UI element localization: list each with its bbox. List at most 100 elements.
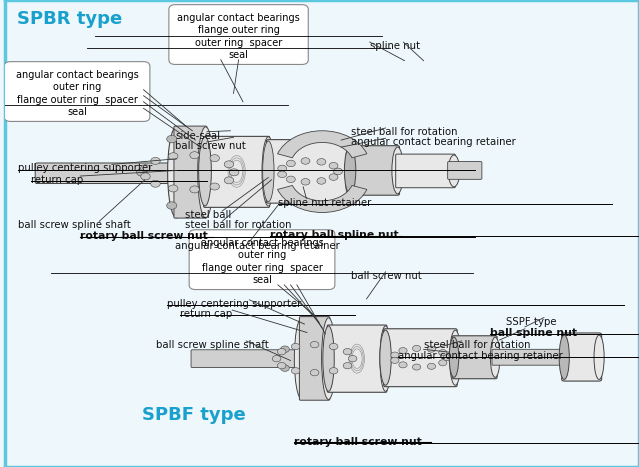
Circle shape	[348, 355, 357, 362]
Circle shape	[281, 365, 289, 371]
Text: ball screw spline shaft: ball screw spline shaft	[156, 340, 269, 350]
Circle shape	[210, 183, 219, 190]
FancyBboxPatch shape	[562, 333, 601, 381]
Text: angular contact bearings: angular contact bearings	[177, 13, 300, 22]
Text: angular contact bearing retainer: angular contact bearing retainer	[351, 137, 516, 147]
FancyBboxPatch shape	[169, 5, 308, 64]
FancyBboxPatch shape	[189, 230, 335, 290]
Text: steel ball for rotation: steel ball for rotation	[185, 220, 291, 230]
FancyBboxPatch shape	[327, 325, 387, 392]
FancyBboxPatch shape	[266, 140, 353, 203]
FancyBboxPatch shape	[492, 349, 602, 365]
Ellipse shape	[392, 147, 403, 194]
Ellipse shape	[323, 326, 334, 391]
Circle shape	[190, 152, 199, 159]
Text: side-seal: side-seal	[175, 131, 220, 141]
FancyBboxPatch shape	[191, 350, 304, 368]
Ellipse shape	[199, 137, 212, 206]
Text: steel ball for rotation: steel ball for rotation	[351, 127, 458, 137]
Circle shape	[278, 171, 287, 177]
Circle shape	[224, 161, 234, 168]
Text: rotary ball screw nut: rotary ball screw nut	[294, 437, 422, 446]
Circle shape	[399, 347, 407, 354]
Circle shape	[224, 177, 234, 184]
Text: seal: seal	[229, 50, 249, 60]
Text: ball screw spline shaft: ball screw spline shaft	[18, 220, 131, 230]
Ellipse shape	[380, 330, 391, 385]
Ellipse shape	[594, 335, 604, 379]
Ellipse shape	[450, 330, 461, 385]
Text: ball screw nut: ball screw nut	[351, 271, 422, 281]
Circle shape	[413, 364, 420, 370]
Text: rotary ball spline nut: rotary ball spline nut	[270, 230, 399, 240]
Text: flange outer ring  spacer: flange outer ring spacer	[17, 95, 137, 105]
Circle shape	[167, 202, 177, 209]
Circle shape	[272, 355, 281, 362]
Circle shape	[334, 344, 343, 351]
Text: seal: seal	[67, 107, 87, 117]
Ellipse shape	[449, 337, 459, 377]
Circle shape	[427, 363, 436, 369]
Text: angular contact bearing retainer: angular contact bearing retainer	[175, 241, 340, 251]
FancyBboxPatch shape	[4, 62, 150, 121]
Wedge shape	[277, 185, 367, 212]
FancyBboxPatch shape	[383, 329, 457, 387]
Circle shape	[399, 362, 407, 368]
Ellipse shape	[344, 147, 356, 194]
Circle shape	[141, 173, 150, 180]
FancyBboxPatch shape	[174, 126, 207, 218]
Text: return cap: return cap	[31, 175, 83, 185]
Circle shape	[277, 362, 286, 369]
Text: spline nut: spline nut	[370, 41, 420, 51]
Ellipse shape	[559, 335, 569, 379]
Wedge shape	[277, 131, 367, 158]
Text: pulley centering supporter: pulley centering supporter	[167, 299, 301, 309]
Circle shape	[317, 159, 326, 165]
Ellipse shape	[380, 326, 391, 391]
Text: ball spline nut: ball spline nut	[490, 328, 577, 338]
FancyBboxPatch shape	[448, 162, 482, 179]
Circle shape	[343, 348, 352, 355]
Ellipse shape	[262, 137, 275, 206]
FancyBboxPatch shape	[396, 154, 455, 188]
Circle shape	[413, 346, 420, 352]
Circle shape	[291, 368, 300, 374]
Circle shape	[329, 368, 338, 374]
Circle shape	[220, 194, 230, 201]
Text: angular contact bearings: angular contact bearings	[15, 70, 139, 79]
Circle shape	[301, 158, 310, 164]
Text: flange outer ring: flange outer ring	[197, 25, 279, 35]
Circle shape	[443, 355, 451, 361]
Circle shape	[427, 346, 436, 352]
Text: return cap: return cap	[180, 309, 232, 319]
Circle shape	[169, 153, 178, 160]
Circle shape	[220, 143, 230, 151]
Circle shape	[391, 352, 399, 358]
Circle shape	[329, 343, 338, 350]
Text: ball screw nut: ball screw nut	[175, 141, 246, 151]
Circle shape	[334, 168, 343, 175]
Circle shape	[439, 360, 447, 366]
Text: flange outer ring  spacer: flange outer ring spacer	[201, 263, 323, 273]
Text: spline nut retainer: spline nut retainer	[278, 198, 371, 207]
Text: steel ball for rotation: steel ball for rotation	[424, 340, 530, 350]
Circle shape	[311, 341, 319, 348]
Text: seal: seal	[252, 276, 272, 285]
Ellipse shape	[490, 337, 500, 377]
Text: angular contact bearing retainer: angular contact bearing retainer	[398, 351, 563, 361]
Circle shape	[229, 169, 239, 176]
Text: steel ball: steel ball	[185, 210, 231, 220]
Circle shape	[281, 346, 289, 353]
Circle shape	[329, 163, 338, 169]
Circle shape	[439, 350, 447, 356]
Text: pulley centering supporter: pulley centering supporter	[18, 163, 152, 173]
Circle shape	[286, 160, 295, 167]
Text: outer ring: outer ring	[53, 82, 101, 92]
Ellipse shape	[167, 127, 185, 218]
Circle shape	[167, 135, 177, 143]
Ellipse shape	[295, 318, 309, 399]
Circle shape	[277, 348, 286, 355]
Text: SPBR type: SPBR type	[17, 10, 122, 28]
FancyBboxPatch shape	[35, 163, 178, 184]
Circle shape	[210, 155, 219, 162]
